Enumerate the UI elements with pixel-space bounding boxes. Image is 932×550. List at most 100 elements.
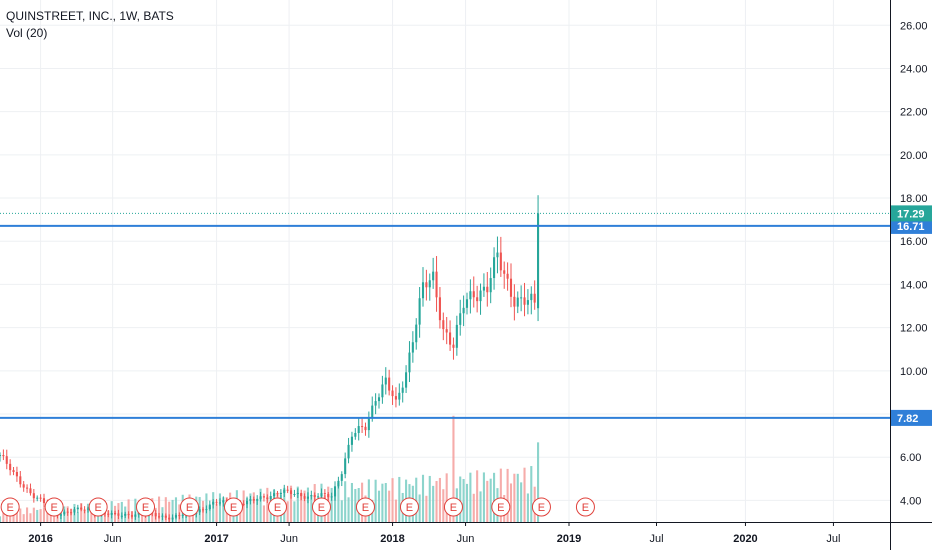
earnings-marker[interactable] (399, 497, 419, 517)
candle-body (2, 455, 5, 457)
candle-body (83, 509, 86, 511)
symbol-title[interactable]: QUINSTREET, INC., 1W, BATS (6, 9, 174, 23)
volume-bar (300, 493, 303, 522)
volume-bar (164, 497, 167, 522)
candle-body (310, 494, 313, 497)
candle-body (354, 433, 357, 437)
earnings-marker[interactable] (180, 497, 200, 517)
volume-bar (347, 497, 350, 522)
candle-body (5, 456, 8, 464)
earnings-marker[interactable] (44, 497, 64, 517)
earnings-marker[interactable] (311, 497, 331, 517)
earnings-marker[interactable] (223, 497, 243, 517)
horizontal-lines[interactable] (0, 212, 890, 419)
earnings-marker[interactable] (355, 497, 375, 517)
y-tick-label: 24.00 (900, 63, 928, 75)
volume-bar (377, 490, 381, 522)
candle-body (114, 512, 117, 514)
volume-bar (421, 474, 425, 522)
candle-body (469, 291, 472, 300)
candle-body (32, 493, 35, 499)
volume-bar (83, 509, 86, 522)
earnings-marker[interactable] (491, 497, 511, 517)
volume-bar (32, 507, 35, 522)
candle-body (29, 488, 32, 494)
candle-body (330, 496, 333, 498)
y-tick-label: 22.00 (900, 107, 928, 119)
candle-body (367, 417, 370, 431)
volume-bar (523, 467, 526, 522)
volume-bar (53, 513, 56, 522)
volume-bar (256, 498, 259, 522)
volume-bar (245, 498, 249, 522)
price-badge (891, 409, 932, 426)
candle-body (405, 372, 408, 388)
volume-bar (344, 481, 347, 522)
volume-bar (26, 507, 29, 522)
y-tick-label: 14.00 (900, 279, 928, 291)
x-tick-label: Jun (457, 533, 475, 545)
candle-body (300, 492, 303, 497)
x-tick-label: Jul (649, 533, 663, 545)
earnings-marker[interactable] (443, 497, 463, 517)
candle-body (283, 489, 286, 493)
candle-body (303, 496, 306, 499)
candle-body (377, 397, 381, 402)
candle-body (394, 396, 397, 400)
volume-bar (526, 493, 529, 522)
earnings-marker[interactable] (0, 497, 20, 517)
candle-body (428, 280, 431, 288)
volume-bar (340, 500, 343, 522)
candle-body (364, 426, 367, 431)
candle-body (117, 513, 120, 516)
candle-body (286, 489, 289, 491)
candle-body (317, 496, 320, 498)
earnings-marker[interactable] (531, 497, 551, 517)
x-tick-label: 2019 (557, 533, 581, 545)
candle-body (459, 313, 462, 325)
candle-body (262, 496, 266, 498)
candle-body (465, 299, 469, 308)
volume-bar (442, 489, 445, 522)
volume-bar (445, 473, 448, 522)
candle-body (134, 514, 137, 517)
volume-bar (499, 468, 502, 522)
volume-bar (452, 415, 455, 522)
volume-bar (333, 492, 337, 522)
candle-body (415, 324, 418, 343)
earnings-marker[interactable] (136, 497, 156, 517)
volume-bar (215, 503, 218, 522)
candle-body (289, 490, 293, 495)
candle-body (537, 213, 540, 309)
volume-bar (90, 505, 93, 522)
volume-bar (384, 483, 387, 522)
candle-body (70, 512, 73, 514)
volume-bar (39, 509, 42, 522)
volume-bar (425, 495, 428, 522)
candle-body (337, 480, 340, 487)
price-badge-label: 16.71 (897, 221, 925, 233)
volume-indicator-label[interactable]: Vol (20) (6, 26, 48, 40)
volume-bar (432, 485, 435, 522)
earnings-marker[interactable] (267, 497, 287, 517)
volume-bar (391, 478, 394, 522)
earnings-marker[interactable] (88, 497, 108, 517)
volume-bar (418, 494, 421, 522)
candle-body (438, 297, 441, 321)
candle-body (107, 513, 110, 515)
candle-body (205, 509, 208, 511)
volume-bar (459, 476, 462, 522)
candle-body (266, 497, 269, 500)
candle-body (201, 509, 205, 511)
earnings-marker[interactable] (575, 497, 595, 517)
volume-bar (306, 487, 309, 522)
earnings-marker-label: E (50, 502, 57, 514)
volume-bar (134, 498, 137, 522)
candle-body (164, 515, 167, 518)
candle-body (435, 271, 438, 298)
candle-body (256, 499, 259, 501)
y-tick-label: 6.00 (900, 452, 921, 464)
volume-bar (537, 442, 540, 522)
